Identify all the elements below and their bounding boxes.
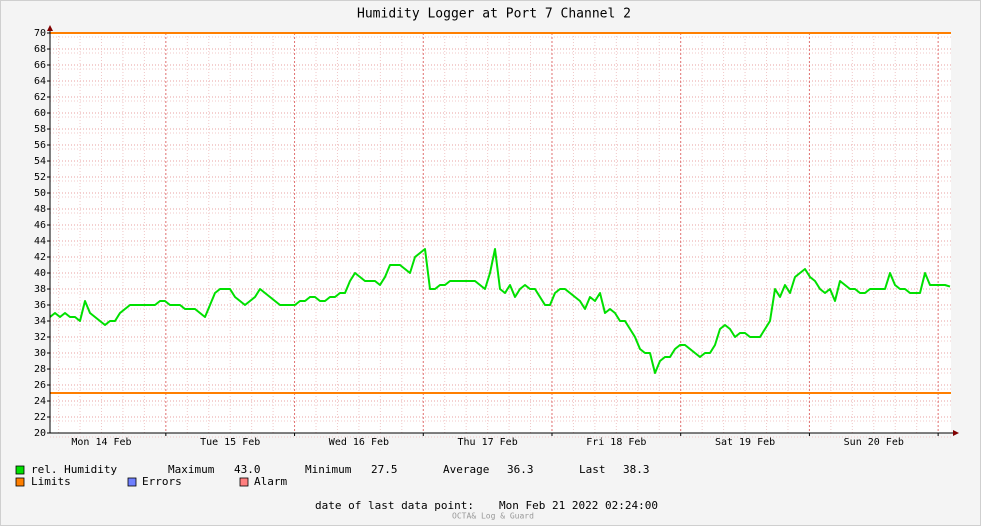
chart-title: Humidity Logger at Port 7 Channel 2 — [357, 7, 631, 22]
stat-value: 38.3 — [623, 463, 650, 476]
legend-label: Alarm — [254, 475, 287, 488]
stat-value: 27.5 — [371, 463, 398, 476]
y-tick-label: 20 — [34, 428, 46, 439]
y-tick-label: 22 — [34, 412, 46, 423]
stat-label: Average — [443, 463, 489, 476]
y-tick-label: 28 — [34, 364, 46, 375]
y-tick-label: 62 — [34, 92, 46, 103]
stat-label: Maximum — [168, 463, 215, 476]
x-tick-label: Fri 18 Feb — [586, 437, 646, 448]
footer-value: Mon Feb 21 2022 02:24:00 — [499, 499, 658, 512]
stat-value: 36.3 — [507, 463, 534, 476]
marks — [49, 32, 951, 394]
x-axis-arrow — [953, 430, 959, 436]
stat-value: 43.0 — [234, 463, 261, 476]
y-tick-label: 52 — [34, 172, 46, 183]
legend-label: rel. Humidity — [31, 463, 117, 476]
credit: OCTA& Log & Guard — [452, 512, 534, 521]
y-tick-label: 44 — [34, 236, 46, 247]
footer-label: date of last data point: — [315, 499, 474, 512]
legend-swatch — [239, 477, 249, 487]
legend-label: Limits — [31, 475, 71, 488]
y-tick-label: 32 — [34, 332, 46, 343]
x-tick-label: Sun 20 Feb — [844, 437, 904, 448]
y-tick-label: 50 — [34, 188, 46, 199]
y-tick-label: 38 — [34, 284, 46, 295]
axes — [47, 25, 959, 436]
y-tick-label: 24 — [34, 396, 46, 407]
y-tick-label: 54 — [34, 156, 46, 167]
y-tick-label: 40 — [34, 268, 46, 279]
y-tick-label: 30 — [34, 348, 46, 359]
legend-swatch — [127, 477, 137, 487]
stat-label: Minimum — [305, 463, 352, 476]
legend-swatch — [15, 477, 25, 487]
y-tick-label: 34 — [34, 316, 46, 327]
x-tick-label: Mon 14 Feb — [71, 437, 131, 448]
x-tick-label: Tue 15 Feb — [200, 437, 260, 448]
y-tick-label: 64 — [34, 76, 46, 87]
y-tick-label: 36 — [34, 300, 46, 311]
legend-swatch — [15, 465, 25, 475]
y-tick-label: 26 — [34, 380, 46, 391]
data-line — [49, 248, 951, 374]
y-tick-label: 66 — [34, 60, 46, 71]
legend-label: Errors — [142, 475, 182, 488]
y-tick-label: 70 — [34, 28, 46, 39]
y-tick-label: 48 — [34, 204, 46, 215]
plot-area — [50, 33, 951, 433]
y-tick-label: 68 — [34, 44, 46, 55]
y-tick-label: 60 — [34, 108, 46, 119]
y-tick-label: 46 — [34, 220, 46, 231]
y-tick-label: 42 — [34, 252, 46, 263]
stat-label: Last — [579, 463, 606, 476]
y-axis-arrow — [47, 25, 53, 31]
y-tick-label: 58 — [34, 124, 46, 135]
x-tick-label: Sat 19 Feb — [715, 437, 775, 448]
legend: rel. Humidity Limits Errors Alarm Maximu… — [15, 463, 650, 488]
x-tick-label: Wed 16 Feb — [329, 437, 389, 448]
x-tick-label: Thu 17 Feb — [458, 437, 518, 448]
y-tick-label: 56 — [34, 140, 46, 151]
